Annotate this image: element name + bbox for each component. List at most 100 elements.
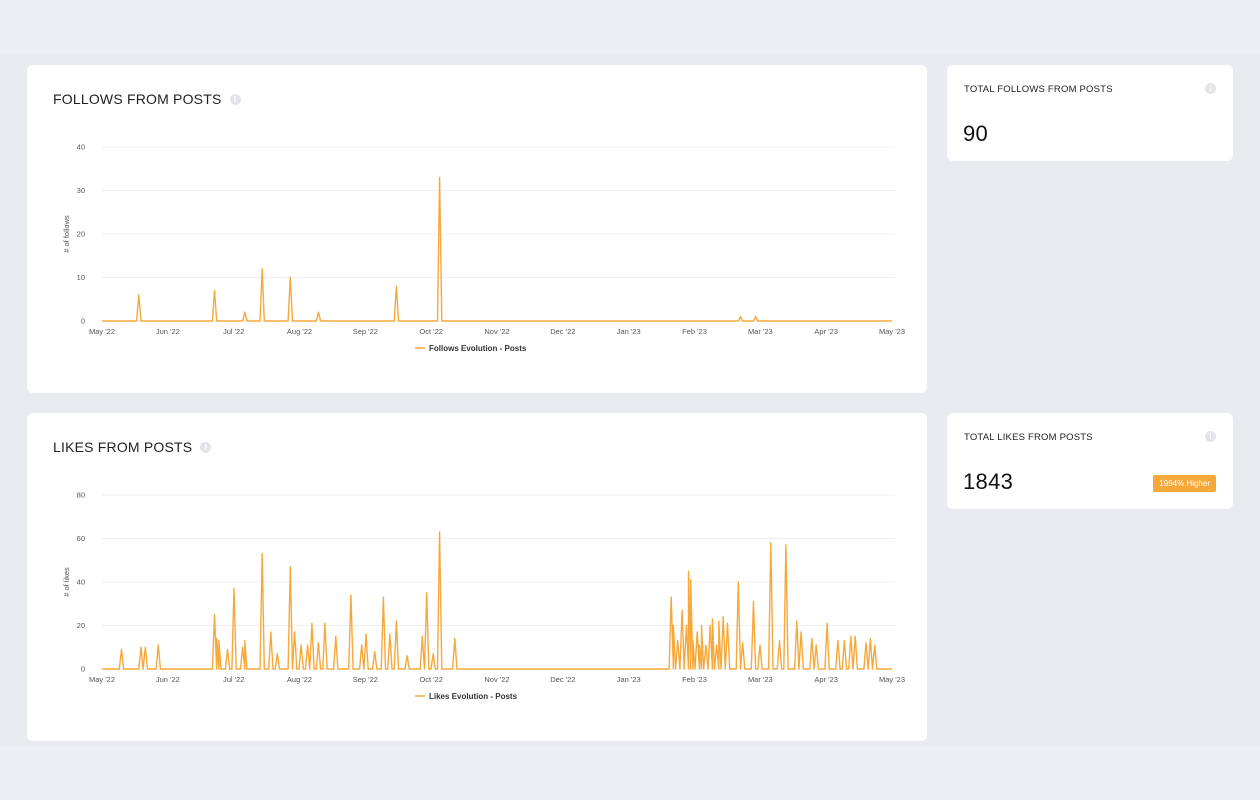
data-point[interactable] <box>874 644 876 646</box>
data-point[interactable] <box>672 624 675 627</box>
data-point[interactable] <box>815 644 817 646</box>
data-point[interactable] <box>692 640 694 642</box>
data-point[interactable] <box>687 570 690 572</box>
data-point[interactable] <box>711 618 714 620</box>
data-point[interactable] <box>140 646 142 648</box>
data-point[interactable] <box>261 553 263 555</box>
data-point[interactable] <box>785 544 787 546</box>
data-point[interactable] <box>244 640 246 642</box>
data-point[interactable] <box>696 631 698 633</box>
info-icon[interactable]: i <box>1205 83 1216 94</box>
data-point[interactable] <box>317 311 319 313</box>
data-point[interactable] <box>759 644 761 646</box>
data-point[interactable] <box>120 648 123 650</box>
data-point[interactable] <box>709 624 711 627</box>
data-point[interactable] <box>226 648 229 650</box>
data-point[interactable] <box>289 276 291 279</box>
data-point[interactable] <box>374 651 376 653</box>
data-point[interactable] <box>307 644 309 646</box>
data-point[interactable] <box>426 592 428 594</box>
data-point[interactable] <box>778 640 781 642</box>
data-point[interactable] <box>726 622 729 624</box>
info-icon[interactable]: i <box>200 441 212 453</box>
x-tick-label: Mar '23 <box>748 675 773 684</box>
data-point[interactable] <box>289 566 291 568</box>
data-point[interactable] <box>681 609 683 611</box>
data-point[interactable] <box>382 596 384 598</box>
data-point[interactable] <box>837 640 839 642</box>
data-point[interactable] <box>685 624 688 627</box>
total-follows-title: TOTAL FOLLOWS FROM POSTS <box>964 84 1113 95</box>
data-point[interactable] <box>742 642 744 644</box>
data-point[interactable] <box>705 644 707 646</box>
info-icon[interactable]: i <box>1205 431 1216 442</box>
data-point[interactable] <box>294 631 296 633</box>
data-point[interactable] <box>439 176 441 179</box>
data-point[interactable] <box>800 631 802 633</box>
info-icon[interactable]: i <box>229 93 241 105</box>
data-point[interactable] <box>826 622 828 624</box>
data-point[interactable] <box>300 644 302 646</box>
data-point[interactable] <box>213 290 216 292</box>
data-point[interactable] <box>261 268 263 270</box>
series-line[interactable] <box>102 176 892 322</box>
data-point[interactable] <box>389 633 391 635</box>
data-point[interactable] <box>270 631 272 633</box>
data-point[interactable] <box>739 316 742 318</box>
series-line[interactable] <box>102 531 892 670</box>
data-point[interactable] <box>350 594 352 596</box>
data-point[interactable] <box>244 311 246 313</box>
data-point[interactable] <box>138 294 140 296</box>
data-point[interactable] <box>216 638 218 640</box>
data-point[interactable] <box>770 542 772 544</box>
data-point[interactable] <box>421 635 423 637</box>
data-point[interactable] <box>395 620 397 622</box>
data-point[interactable] <box>796 620 798 622</box>
likes-chart: 0 20 40 60 80 May '22 Jun '22 Jul '22 Aug '22 Sep… <box>62 491 905 702</box>
data-point[interactable] <box>213 614 216 616</box>
data-point[interactable] <box>218 640 220 642</box>
data-point[interactable] <box>242 646 244 648</box>
data-point[interactable] <box>361 644 363 646</box>
data-point[interactable] <box>670 596 672 598</box>
data-point[interactable] <box>439 531 441 533</box>
data-point[interactable] <box>718 620 720 622</box>
data-point[interactable] <box>700 624 703 627</box>
data-point[interactable] <box>690 579 692 581</box>
y-axis-title: # of likes <box>62 567 71 597</box>
data-point[interactable] <box>850 635 852 637</box>
x-tick-label: Jul '22 <box>223 675 244 684</box>
data-point[interactable] <box>865 642 867 644</box>
data-point[interactable] <box>698 644 701 646</box>
legend-label[interactable]: Likes Evolution - Posts <box>429 692 518 701</box>
y-axis-title: # of follows <box>62 215 71 253</box>
data-point[interactable] <box>869 638 872 640</box>
data-point[interactable] <box>811 638 813 640</box>
data-point[interactable] <box>752 601 755 603</box>
data-point[interactable] <box>365 633 367 635</box>
data-point[interactable] <box>677 640 679 642</box>
data-point[interactable] <box>324 622 326 624</box>
data-point[interactable] <box>854 635 856 637</box>
data-point[interactable] <box>716 644 718 646</box>
data-point[interactable] <box>843 640 846 642</box>
data-point[interactable] <box>755 316 757 318</box>
data-point[interactable] <box>395 285 397 287</box>
data-point[interactable] <box>144 646 146 648</box>
x-tick-label: Dec '22 <box>550 675 575 684</box>
data-point[interactable] <box>432 653 434 655</box>
data-point[interactable] <box>233 587 235 590</box>
data-point[interactable] <box>722 616 724 618</box>
follows-chart-title: FOLLOWS FROM POSTS i <box>53 91 241 107</box>
data-point[interactable] <box>737 581 739 583</box>
data-point[interactable] <box>406 655 408 657</box>
data-point[interactable] <box>454 638 456 640</box>
y-tick-label: 80 <box>77 491 85 500</box>
data-point[interactable] <box>276 653 278 655</box>
legend-label[interactable]: Follows Evolution - Posts <box>429 344 527 353</box>
y-tick-label: 20 <box>77 621 85 630</box>
data-point[interactable] <box>335 635 337 637</box>
data-point[interactable] <box>317 642 319 644</box>
data-point[interactable] <box>157 644 159 646</box>
data-point[interactable] <box>311 622 313 624</box>
